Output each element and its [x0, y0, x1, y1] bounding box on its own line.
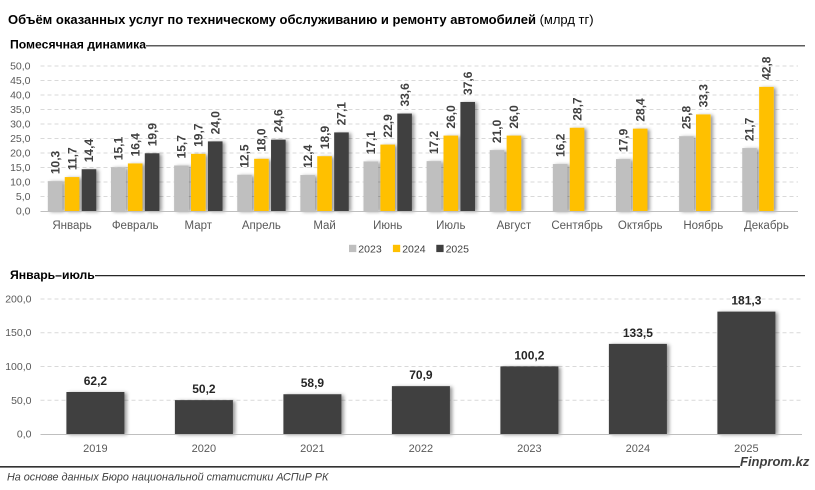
svg-text:2024: 2024: [402, 243, 426, 255]
svg-text:21,0: 21,0: [490, 119, 504, 143]
svg-text:45,0: 45,0: [10, 75, 31, 87]
svg-text:50,0: 50,0: [10, 61, 31, 73]
svg-text:15,1: 15,1: [111, 137, 125, 161]
svg-text:Февраль: Февраль: [112, 220, 159, 232]
svg-text:58,9: 58,9: [301, 376, 325, 390]
svg-text:Июнь: Июнь: [373, 220, 402, 232]
svg-text:Ноябрь: Ноябрь: [683, 220, 723, 232]
svg-text:22,9: 22,9: [381, 114, 395, 138]
svg-text:15,7: 15,7: [175, 135, 189, 159]
svg-text:2025: 2025: [446, 243, 470, 255]
svg-text:17,9: 17,9: [616, 128, 630, 152]
svg-text:Декабрь: Декабрь: [744, 220, 789, 232]
svg-text:Январь: Январь: [52, 220, 91, 232]
svg-text:16,4: 16,4: [128, 133, 142, 157]
svg-text:70,9: 70,9: [409, 368, 433, 382]
svg-text:Апрель: Апрель: [242, 220, 281, 232]
svg-text:20,0: 20,0: [10, 148, 31, 160]
svg-text:12,4: 12,4: [301, 144, 315, 168]
svg-text:Август: Август: [497, 220, 532, 232]
svg-text:2021: 2021: [300, 443, 324, 455]
svg-text:19,9: 19,9: [145, 123, 159, 147]
svg-text:17,2: 17,2: [427, 130, 441, 154]
svg-text:14,4: 14,4: [82, 139, 96, 163]
svg-text:Июль: Июль: [436, 220, 465, 232]
svg-text:28,7: 28,7: [570, 97, 584, 121]
svg-text:2023: 2023: [517, 443, 541, 455]
svg-text:181,3: 181,3: [731, 294, 761, 308]
svg-text:18,0: 18,0: [255, 128, 269, 152]
svg-text:Март: Март: [185, 220, 213, 232]
svg-text:0,0: 0,0: [16, 206, 31, 218]
svg-text:10,0: 10,0: [10, 177, 31, 189]
svg-text:27,1: 27,1: [335, 102, 349, 126]
svg-text:12,5: 12,5: [238, 144, 252, 168]
svg-text:42,8: 42,8: [760, 56, 774, 80]
svg-text:33,3: 33,3: [697, 84, 711, 108]
svg-text:26,0: 26,0: [507, 105, 521, 129]
svg-text:100,0: 100,0: [5, 361, 31, 373]
svg-text:200,0: 200,0: [5, 294, 31, 306]
svg-text:5,0: 5,0: [16, 191, 31, 203]
svg-text:40,0: 40,0: [10, 90, 31, 102]
svg-text:50,0: 50,0: [11, 395, 32, 407]
svg-text:18,9: 18,9: [318, 126, 332, 150]
svg-text:37,6: 37,6: [461, 71, 475, 95]
svg-text:17,1: 17,1: [364, 131, 378, 155]
svg-text:19,7: 19,7: [192, 123, 206, 147]
svg-text:10,3: 10,3: [48, 150, 62, 174]
svg-text:28,4: 28,4: [633, 98, 647, 122]
svg-text:2020: 2020: [192, 443, 216, 455]
svg-text:Май: Май: [313, 220, 336, 232]
svg-text:На основе данных Бюро национал: На основе данных Бюро национальной стати…: [7, 472, 329, 484]
svg-text:25,8: 25,8: [680, 105, 694, 129]
svg-text:24,6: 24,6: [272, 109, 286, 133]
svg-text:62,2: 62,2: [84, 374, 108, 388]
svg-text:24,0: 24,0: [208, 111, 222, 135]
svg-text:2022: 2022: [409, 443, 433, 455]
svg-text:50,2: 50,2: [192, 382, 216, 396]
svg-text:2025: 2025: [734, 443, 758, 455]
svg-text:16,2: 16,2: [553, 133, 567, 157]
svg-text:2024: 2024: [626, 443, 650, 455]
svg-text:30,0: 30,0: [10, 119, 31, 131]
svg-text:100,2: 100,2: [514, 348, 544, 362]
svg-text:150,0: 150,0: [5, 327, 31, 339]
svg-text:Finprom.kz: Finprom.kz: [740, 454, 810, 469]
svg-text:Помесячная динамика: Помесячная динамика: [10, 38, 146, 52]
svg-text:35,0: 35,0: [10, 104, 31, 116]
svg-text:Январь–июль: Январь–июль: [10, 268, 95, 282]
svg-text:Сентябрь: Сентябрь: [551, 220, 603, 232]
svg-text:21,7: 21,7: [743, 117, 757, 141]
svg-text:0,0: 0,0: [17, 429, 32, 441]
svg-text:33,6: 33,6: [398, 83, 412, 107]
svg-text:2019: 2019: [83, 443, 107, 455]
svg-text:2023: 2023: [358, 243, 382, 255]
svg-text:Объём оказанных услуг по техни: Объём оказанных услуг по техническому об…: [8, 12, 594, 27]
svg-text:15,0: 15,0: [10, 162, 31, 174]
svg-text:Октябрь: Октябрь: [618, 220, 663, 232]
svg-text:25,0: 25,0: [10, 133, 31, 145]
svg-text:26,0: 26,0: [444, 105, 458, 129]
svg-text:133,5: 133,5: [623, 326, 653, 340]
svg-text:11,7: 11,7: [65, 147, 79, 170]
